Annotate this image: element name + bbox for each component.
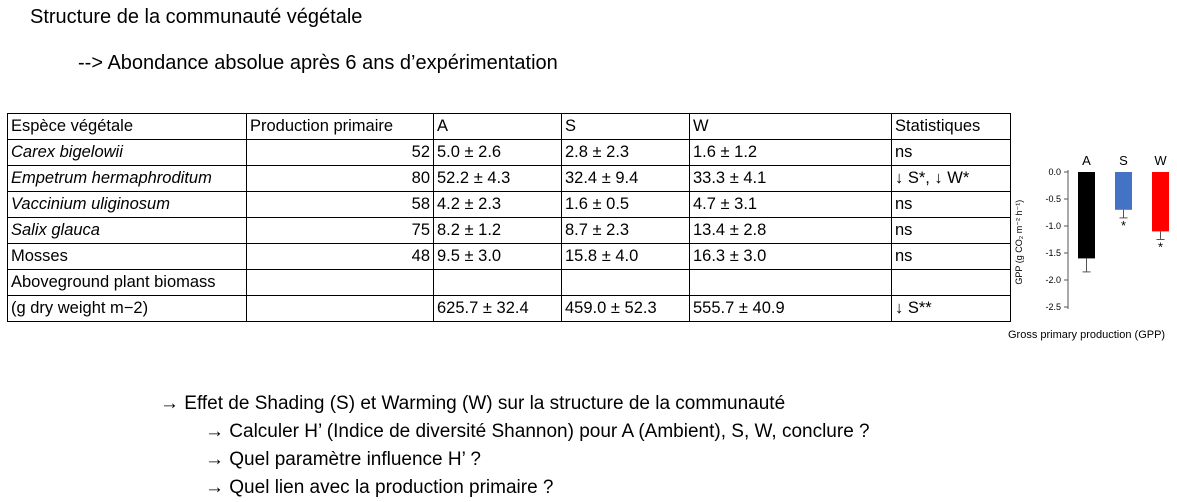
question-item: → Effet de Shading (S) et Warming (W) su… xyxy=(160,393,786,414)
value-a: 4.2 ± 2.3 xyxy=(433,191,562,218)
category-label: W xyxy=(1154,153,1167,168)
y-tick-label: -2.5 xyxy=(1045,302,1061,312)
primary-production-value: 75 xyxy=(246,217,434,244)
species-name: Salix glauca xyxy=(7,217,247,244)
question-item: → Calculer H’ (Indice de diversité Shann… xyxy=(205,421,870,442)
table-row: Carex bigelowii 52 5.0 ± 2.6 2.8 ± 2.3 1.6 ±… xyxy=(7,139,1011,166)
primary-production-value: 80 xyxy=(246,165,434,192)
gpp-bar-chart: 0.0 -0.5 -1.0 -1.5 -2.0 -2.5 GPP (g CO₂ m⁻² h⁻… xyxy=(1014,153,1169,312)
value-a: 52.2 ± 4.3 xyxy=(433,165,562,192)
value-w: 16.3 ± 3.0 xyxy=(689,243,892,270)
abundance-table: Espèce végétale Production primaire A S … xyxy=(7,113,1011,322)
primary-production-value: 58 xyxy=(246,191,434,218)
statistics-value: ns xyxy=(891,191,1011,218)
category-label: S xyxy=(1119,153,1128,168)
biomass-empty-s xyxy=(561,269,690,296)
value-s: 8.7 ± 2.3 xyxy=(561,217,690,244)
value-a: 9.5 ± 3.0 xyxy=(433,243,562,270)
biomass-label-2: (g dry weight m−2) xyxy=(7,295,247,322)
primary-production-value: 48 xyxy=(246,243,434,270)
y-tick-label: -1.5 xyxy=(1045,248,1061,258)
header-species: Espèce végétale xyxy=(7,113,247,140)
question-item: → Quel paramètre influence H’ ? xyxy=(205,449,481,470)
biomass-stats: ↓ S** xyxy=(891,295,1011,322)
value-w: 4.7 ± 3.1 xyxy=(689,191,892,218)
significance-marker: * xyxy=(1158,240,1163,255)
value-a: 5.0 ± 2.6 xyxy=(433,139,562,166)
value-w: 1.6 ± 1.2 xyxy=(689,139,892,166)
header-w: W xyxy=(689,113,892,140)
statistics-value: ns xyxy=(891,243,1011,270)
value-s: 15.8 ± 4.0 xyxy=(561,243,690,270)
value-a: 8.2 ± 1.2 xyxy=(433,217,562,244)
page-title: Structure de la communauté végétale xyxy=(30,6,363,28)
table-row: Mosses 48 9.5 ± 3.0 15.8 ± 4.0 16.3 ± 3.0 ns xyxy=(7,243,1011,270)
y-axis-label: GPP (g CO₂ m⁻² h⁻¹) xyxy=(1014,200,1024,285)
bar-w xyxy=(1152,172,1169,232)
biomass-a: 625.7 ± 32.4 xyxy=(433,295,562,322)
value-w: 33.3 ± 4.1 xyxy=(689,165,892,192)
header-statistics: Statistiques xyxy=(891,113,1011,140)
biomass-s: 459.0 ± 52.3 xyxy=(561,295,690,322)
significance-marker: * xyxy=(1121,218,1126,233)
biomass-w: 555.7 ± 40.9 xyxy=(689,295,892,322)
question-item: → Quel lien avec la production primaire … xyxy=(205,477,554,498)
bar-a xyxy=(1078,172,1095,259)
value-s: 2.8 ± 2.3 xyxy=(561,139,690,166)
biomass-pp-empty xyxy=(246,269,434,296)
biomass-empty-w xyxy=(689,269,892,296)
biomass-row-1: Aboveground plant biomass xyxy=(7,269,1011,296)
header-a: A xyxy=(433,113,562,140)
header-primary-production: Production primaire xyxy=(246,113,434,140)
biomass-empty-stats xyxy=(891,269,1011,296)
value-w: 13.4 ± 2.8 xyxy=(689,217,892,244)
biomass-label-1: Aboveground plant biomass xyxy=(7,269,247,296)
species-name: Empetrum hermaphroditum xyxy=(7,165,247,192)
biomass-empty-a xyxy=(433,269,562,296)
statistics-value: ↓ S*, ↓ W* xyxy=(891,165,1011,192)
table-header-row: Espèce végétale Production primaire A S … xyxy=(7,113,1011,140)
species-name: Vaccinium uliginosum xyxy=(7,191,247,218)
value-s: 32.4 ± 9.4 xyxy=(561,165,690,192)
y-tick-label: 0.0 xyxy=(1048,167,1061,177)
table-row: Salix glauca 75 8.2 ± 1.2 8.7 ± 2.3 13.4 ± 2… xyxy=(7,217,1011,244)
biomass-row-2: (g dry weight m−2) 625.7 ± 32.4 459.0 ± … xyxy=(7,295,1011,322)
question-list: → Effet de Shading (S) et Warming (W) su… xyxy=(160,390,870,502)
statistics-value: ns xyxy=(891,139,1011,166)
species-name: Carex bigelowii xyxy=(7,139,247,166)
biomass-pp xyxy=(246,295,434,322)
y-tick-label: -0.5 xyxy=(1045,194,1061,204)
y-tick-label: -2.0 xyxy=(1045,275,1061,285)
gpp-caption: Gross primary production (GPP) xyxy=(1008,329,1166,341)
category-label: A xyxy=(1082,153,1091,168)
table-row: Vaccinium uliginosum 58 4.2 ± 2.3 1.6 ± 0.5… xyxy=(7,191,1011,218)
header-s: S xyxy=(561,113,690,140)
page-subtitle: --> Abondance absolue après 6 ans d’expé… xyxy=(78,52,558,74)
bar-s xyxy=(1115,172,1132,210)
species-name: Mosses xyxy=(7,243,247,270)
primary-production-value: 52 xyxy=(246,139,434,166)
statistics-value: ns xyxy=(891,217,1011,244)
table-row: Empetrum hermaphroditum 80 52.2 ± 4.3 32.4 … xyxy=(7,165,1011,192)
y-tick-label: -1.0 xyxy=(1045,221,1061,231)
value-s: 1.6 ± 0.5 xyxy=(561,191,690,218)
